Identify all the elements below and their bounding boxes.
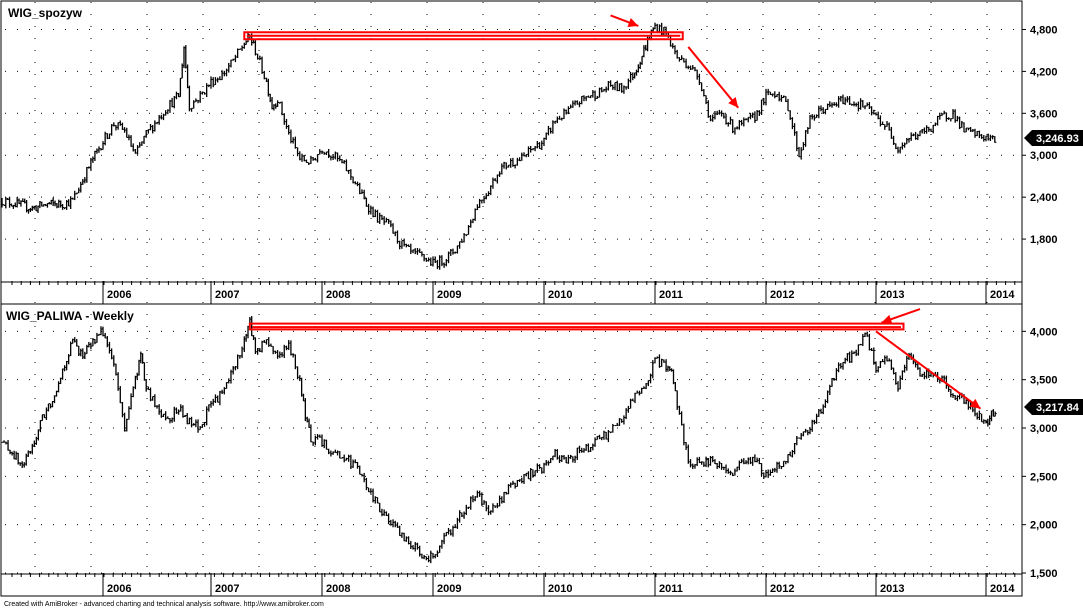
bottom-x-tick-label: 2006 <box>107 583 131 595</box>
top-last-value-tag: 3,246.93 <box>1024 129 1083 146</box>
top-arrow-line <box>687 46 740 109</box>
bottom-y-tick-label: 2,000 <box>1030 520 1058 532</box>
top-arrow-head <box>728 97 739 108</box>
top-y-ticks: 1,800 2,400 3,000 3,600 4,200 4,800 <box>1022 24 1058 246</box>
bottom-resistance-box <box>248 322 905 331</box>
top-x-tick-label: 2008 <box>326 289 350 301</box>
bottom-x-tick-label: 2007 <box>215 583 239 595</box>
top-last-value-label: 3,246.93 <box>1036 133 1079 145</box>
bottom-panel-title: WIG_PALIWA - Weekly <box>6 309 134 323</box>
bottom-y-tick-label: 4,000 <box>1030 326 1058 338</box>
bottom-x-tick-label: 2014 <box>990 583 1015 595</box>
bottom-x-tick-label: 2008 <box>326 583 350 595</box>
top-y-tick-label: 3,000 <box>1030 150 1058 162</box>
bottom-x-tick-label: 2010 <box>548 583 572 595</box>
bottom-y-tick-label: 1,500 <box>1030 568 1058 580</box>
top-x-tick-label: 2010 <box>548 289 572 301</box>
top-x-tick-label: 2009 <box>437 289 461 301</box>
bottom-y-ticks: 1,500 2,000 2,500 3,000 3,500 4,000 <box>1022 326 1058 580</box>
top-x-ticks: 2006 2007 2008 2009 2010 2011 2012 2013 2014 <box>11 281 1015 304</box>
top-annotations <box>243 14 740 109</box>
bottom-annotations <box>248 308 982 410</box>
bottom-last-value-label: 3,217.84 <box>1036 402 1080 414</box>
bottom-arrow-head <box>969 398 981 409</box>
top-x-tick-label: 2006 <box>107 289 131 301</box>
top-x-tick-label: 2012 <box>770 289 794 301</box>
top-series-group <box>1 22 997 270</box>
top-y-tick-label: 1,800 <box>1030 234 1058 246</box>
bottom-y-tick-label: 3,000 <box>1030 423 1058 435</box>
bottom-resistance-box-inner <box>252 326 902 329</box>
top-plot-area <box>0 0 1023 283</box>
top-panel-title: WIG_spozyw <box>8 6 83 20</box>
footer-credit: Created with AmiBroker - advanced charti… <box>4 601 324 608</box>
top-x-tick-label: 2007 <box>215 289 239 301</box>
bottom-plot-area <box>0 303 1023 575</box>
bottom-last-value-marker <box>1024 398 1083 415</box>
top-x-tick-label: 2014 <box>990 289 1015 301</box>
top-last-value-marker <box>1024 129 1083 146</box>
bottom-last-value-tag: 3,217.84 <box>1024 398 1083 415</box>
top-x-tick-label: 2013 <box>880 289 904 301</box>
bottom-x-tick-label: 2013 <box>880 583 904 595</box>
bottom-x-axis-band <box>0 573 1023 597</box>
bottom-y-tick-label: 3,500 <box>1030 375 1058 387</box>
top-x-tick-label: 2011 <box>659 289 683 301</box>
bottom-x-tick-label: 2011 <box>659 583 683 595</box>
top-resistance-box <box>243 31 684 41</box>
bottom-x-ticks: 2006 2007 2008 2009 2010 2011 2012 2013 2014 <box>11 573 1015 596</box>
top-arrow-head <box>627 17 639 27</box>
bottom-y-tick-label: 2,500 <box>1030 471 1058 483</box>
bottom-arrow-head <box>881 314 893 324</box>
top-resistance-box-inner <box>246 34 681 37</box>
top-x-axis-band <box>0 281 1023 305</box>
bottom-x-tick-label: 2012 <box>770 583 794 595</box>
bottom-series-group <box>1 316 997 564</box>
bottom-arrow-line <box>875 330 982 410</box>
top-y-tick-label: 4,800 <box>1030 24 1058 36</box>
bottom-x-tick-label: 2009 <box>437 583 461 595</box>
top-y-tick-label: 4,200 <box>1030 66 1058 78</box>
top-y-tick-label: 2,400 <box>1030 192 1058 204</box>
top-y-tick-label: 3,600 <box>1030 108 1058 120</box>
